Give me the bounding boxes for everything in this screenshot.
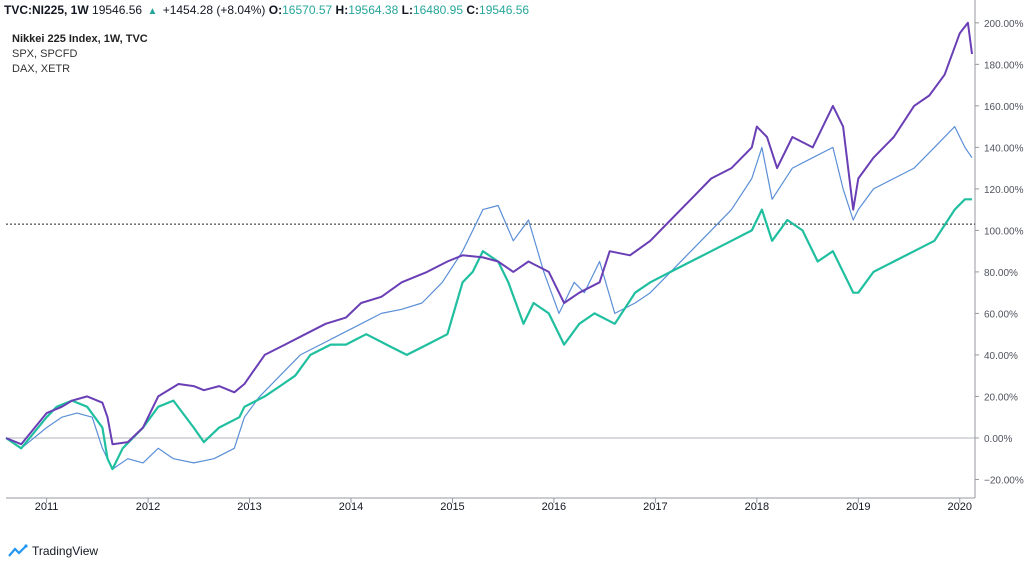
x-tick-label: 2015 bbox=[440, 501, 464, 513]
close-label: C: bbox=[466, 3, 480, 17]
y-tick-label: −20.00% bbox=[984, 475, 1024, 486]
x-tick-label: 2016 bbox=[542, 501, 566, 513]
chart-series bbox=[5, 21, 973, 471]
x-tick-label: 2014 bbox=[339, 501, 363, 513]
open-label: O: bbox=[268, 3, 283, 17]
y-tick-label: 60.00% bbox=[984, 309, 1018, 320]
x-tick-label: 2017 bbox=[643, 501, 667, 513]
x-tick-label: 2020 bbox=[948, 501, 972, 513]
price-chart[interactable]: −20.00% 0.00% 20.00% 40.00% 60.00% 80.00% 100.… bbox=[0, 0, 1024, 520]
legend-item-spx[interactable]: SPX, SPCFD bbox=[12, 48, 78, 60]
low-label: L: bbox=[401, 3, 413, 17]
tradingview-logo-icon bbox=[8, 544, 28, 557]
price-change: +1454.28 (+8.04%) bbox=[162, 3, 266, 17]
x-tick-label: 2013 bbox=[237, 501, 261, 513]
x-tick-label: 2011 bbox=[35, 501, 59, 513]
symbol-label[interactable]: TVC:NI225, 1W bbox=[4, 3, 89, 17]
y-tick-label: 80.00% bbox=[984, 268, 1018, 279]
brand-label: TradingView bbox=[32, 544, 99, 558]
x-tick-label: 2019 bbox=[846, 501, 870, 513]
price-scale: −20.00% 0.00% 20.00% 40.00% 60.00% 80.00% 100.… bbox=[975, 19, 1024, 486]
chart-gridlines bbox=[6, 0, 976, 499]
y-tick-label: 180.00% bbox=[984, 60, 1024, 71]
legend-item-dax[interactable]: DAX, XETR bbox=[12, 63, 71, 75]
y-tick-label: 160.00% bbox=[984, 102, 1024, 113]
y-tick-label: 200.00% bbox=[984, 19, 1024, 30]
footer-brand[interactable]: TradingView bbox=[8, 544, 98, 558]
legend-item-nikkei[interactable]: Nikkei 225 Index, 1W, TVC bbox=[12, 33, 148, 45]
y-tick-label: 0.00% bbox=[984, 434, 1012, 445]
y-tick-label: 100.00% bbox=[984, 226, 1024, 237]
high-label: H: bbox=[335, 3, 349, 17]
series-line-nikkei bbox=[5, 21, 973, 446]
y-tick-label: 140.00% bbox=[984, 143, 1024, 154]
high-value: 19564.38 bbox=[348, 3, 399, 17]
low-value: 16480.95 bbox=[412, 3, 463, 17]
x-tick-label: 2018 bbox=[745, 501, 769, 513]
series-legend: Nikkei 225 Index, 1W, TVC SPX, SPCFD DAX… bbox=[12, 32, 148, 77]
up-arrow-icon: ▲ bbox=[147, 6, 158, 17]
y-tick-label: 40.00% bbox=[984, 351, 1018, 362]
last-price: 19546.56 bbox=[92, 3, 143, 17]
y-tick-label: 120.00% bbox=[984, 185, 1024, 196]
y-tick-label: 20.00% bbox=[984, 392, 1018, 403]
series-line-dax bbox=[5, 198, 972, 471]
x-tick-label: 2012 bbox=[136, 501, 160, 513]
symbol-header: TVC:NI225, 1W 19546.56 ▲ +1454.28 (+8.04… bbox=[4, 3, 529, 19]
open-value: 16570.57 bbox=[282, 3, 333, 17]
close-value: 19546.56 bbox=[479, 3, 530, 17]
series-line-spx bbox=[5, 126, 973, 470]
time-scale: 2011 2012 2013 2014 2015 2016 2017 2018 2019 2020 bbox=[35, 498, 972, 513]
